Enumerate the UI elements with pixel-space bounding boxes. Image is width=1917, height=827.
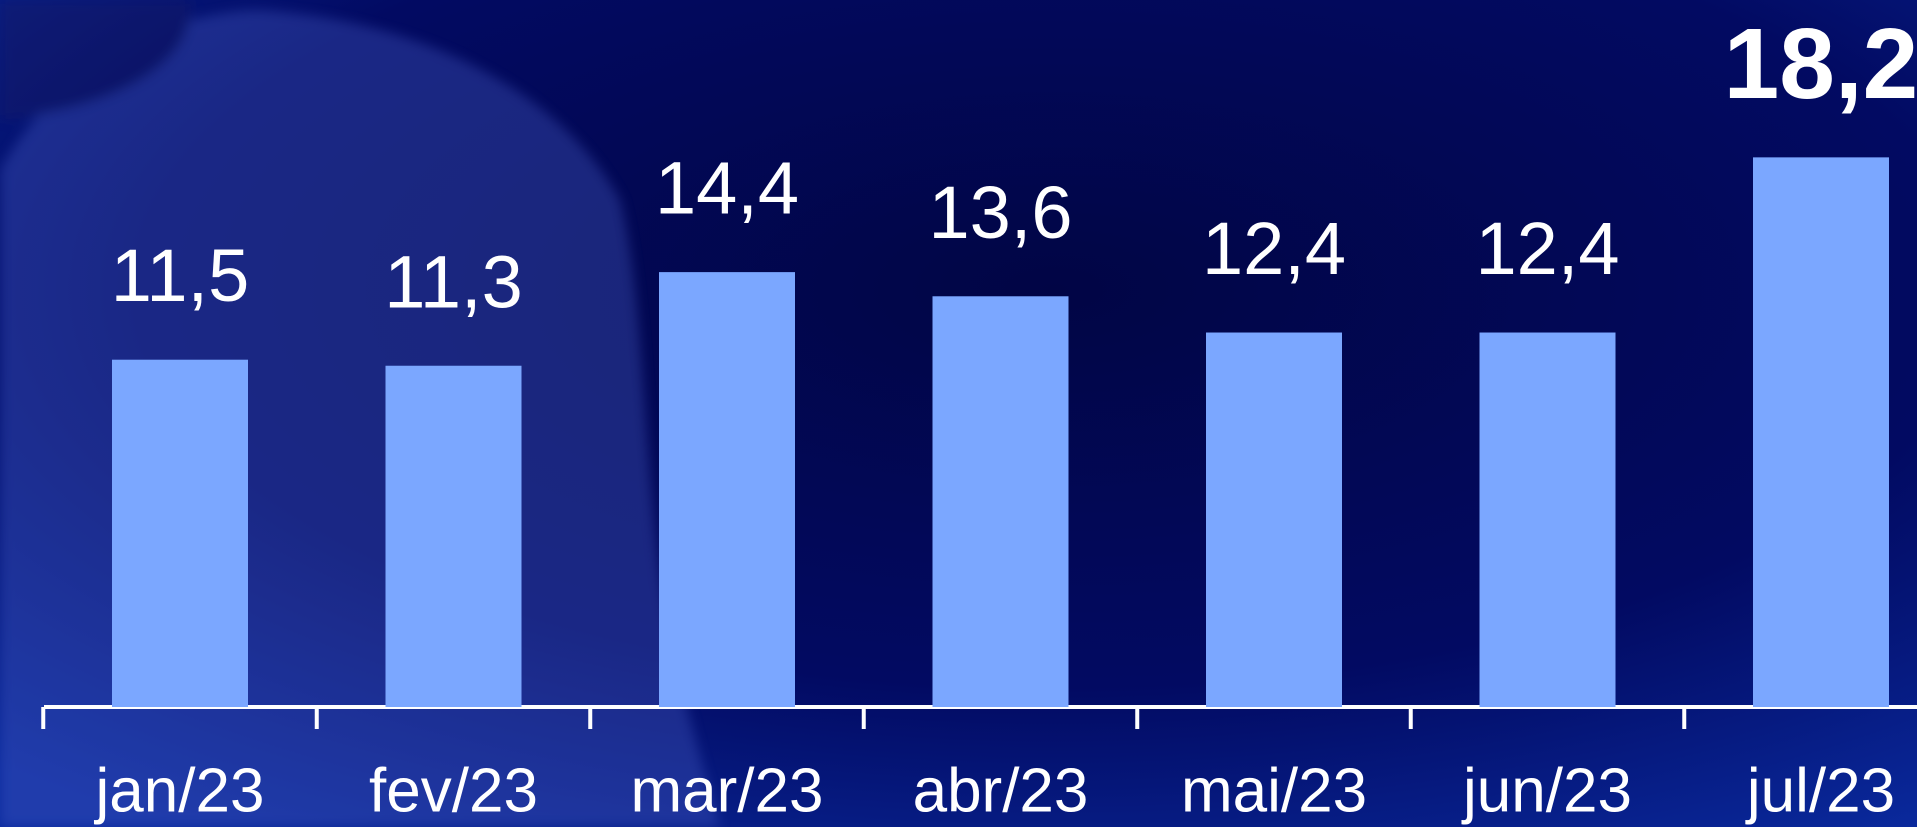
bar	[1753, 157, 1889, 707]
x-tick-label: jan/23	[94, 756, 265, 825]
bar	[1206, 333, 1342, 707]
x-tick-label: abr/23	[913, 756, 1089, 825]
value-label: 18,2	[1724, 8, 1917, 120]
value-label: 12,4	[1475, 207, 1619, 290]
value-label: 14,4	[655, 147, 799, 230]
page: {"chart_data": {"type": "bar", "categori…	[0, 0, 1917, 827]
bar	[933, 296, 1069, 707]
value-label: 11,5	[111, 234, 250, 317]
bar	[112, 360, 248, 707]
x-tick-label: jul/23	[1745, 756, 1895, 825]
x-tick-label: mar/23	[631, 756, 824, 825]
value-label: 13,6	[928, 171, 1072, 254]
chart: jan/23 11,5 fev/23 11,3 mar/23 14,4 abr/23 13,6…	[0, 0, 1917, 827]
x-tick-label: fev/23	[369, 756, 538, 825]
value-label: 11,3	[384, 240, 523, 323]
x-tick-label: jun/23	[1461, 756, 1632, 825]
bar	[1480, 333, 1616, 707]
bar	[386, 366, 522, 707]
bar	[659, 272, 795, 707]
x-tick-label: mai/23	[1181, 756, 1367, 825]
value-label: 12,4	[1202, 207, 1346, 290]
